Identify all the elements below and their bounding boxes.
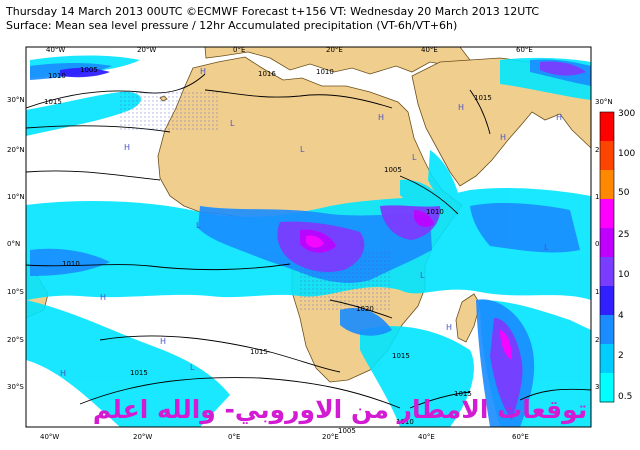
colorbar-segment [600, 112, 614, 142]
colorbar-label: 50 [618, 188, 630, 198]
hatched-area [120, 90, 220, 130]
pressure-center: L [196, 221, 201, 230]
isobar-label: 1010 [426, 208, 444, 216]
lat-label-left: 20°N [7, 146, 25, 154]
lon-label-top: 20°E [326, 46, 343, 54]
pressure-center: L [230, 119, 235, 128]
colorbar-label: 2 [618, 351, 624, 361]
colorbar-segment [600, 315, 614, 345]
colorbar-segment [600, 257, 614, 287]
lon-label-bottom: 20°W [133, 433, 152, 441]
isobar-label: 1020 [356, 305, 374, 313]
pressure-center: L [190, 363, 195, 372]
pressure-center: H [458, 103, 464, 112]
colorbar-segment [600, 344, 614, 374]
colorbar-segment [600, 373, 614, 403]
pressure-center: H [556, 113, 562, 122]
pressure-center: H [378, 113, 384, 122]
colorbar-legend [599, 111, 615, 403]
colorbar-frame [599, 111, 615, 403]
colorbar-label: 0.5 [618, 392, 632, 402]
isobar-label: 1010 [62, 260, 80, 268]
isobar-label: 1005 [338, 427, 356, 435]
lat-label-left: 10°S [7, 288, 24, 296]
colorbar-label: 300 [618, 109, 635, 119]
lat-label-right: 30°N [595, 98, 613, 106]
forecast-subtitle: Surface: Mean sea level pressure / 12hr … [6, 19, 458, 32]
lon-label-bottom: 40°E [418, 433, 435, 441]
colorbar-segment [600, 228, 614, 258]
pressure-center: L [412, 153, 417, 162]
lon-label-bottom: 0°E [228, 433, 240, 441]
lon-label-top: 40°E [421, 46, 438, 54]
forecast-title: Thursday 14 March 2013 00UTC ©ECMWF Fore… [6, 5, 540, 18]
colorbar-segment [600, 170, 614, 200]
hatched-area [300, 250, 390, 310]
pressure-center: H [160, 337, 166, 346]
lon-label-top: 20°W [137, 46, 156, 54]
lon-label-top: 40°W [46, 46, 65, 54]
isobar-label: 1015 [130, 369, 148, 377]
map-frame [25, 46, 592, 428]
colorbar-label: 25 [618, 230, 629, 240]
pressure-center: L [300, 145, 305, 154]
pressure-center: L [544, 243, 549, 252]
isobar-label: 1015 [454, 390, 472, 398]
pressure-center: H [60, 369, 66, 378]
overlay-caption: توقعات الامطار من الاوروبي- والله اعلم [93, 395, 587, 425]
land-madagascar [455, 293, 481, 343]
lat-label-left: 20°S [7, 336, 24, 344]
lat-label-left: 30°S [7, 383, 24, 391]
colorbar-segment [600, 141, 614, 171]
pressure-center: H [200, 67, 206, 76]
pressure-center: H [500, 133, 506, 142]
pressure-center: H [100, 293, 106, 302]
isobar-label: 1016 [258, 70, 276, 78]
colorbar-segment [600, 286, 614, 316]
lon-label-top: 0°E [233, 46, 245, 54]
lat-label-left: 10°N [7, 193, 25, 201]
isobar-label: 1010 [316, 68, 334, 76]
lon-label-bottom: 40°W [40, 433, 59, 441]
isobar-label: 1015 [392, 352, 410, 360]
colorbar-segment [600, 199, 614, 229]
pressure-center: H [124, 143, 130, 152]
precipitation-heavy [60, 61, 586, 420]
isobar-label: 1015 [250, 348, 268, 356]
isobar-label: 1010 [396, 418, 414, 426]
isobar-label: 1010 [48, 72, 66, 80]
pressure-center: L [360, 239, 365, 248]
lon-label-bottom: 20°E [322, 433, 339, 441]
isobar-label: 1005 [80, 66, 98, 74]
pressure-center: H [446, 323, 452, 332]
lon-label-bottom: 60°E [512, 433, 529, 441]
isobar-label: 1015 [474, 94, 492, 102]
colorbar-label: 100 [618, 149, 635, 159]
isobar-label: 1005 [384, 166, 402, 174]
lon-label-top: 60°E [516, 46, 533, 54]
colorbar-label: 4 [618, 311, 624, 321]
lat-label-left: 0°N [7, 240, 20, 248]
colorbar-label: 10 [618, 270, 630, 280]
pressure-center: L [420, 271, 425, 280]
lat-label-left: 30°N [7, 96, 25, 104]
isobar-label: 1015 [44, 98, 62, 106]
